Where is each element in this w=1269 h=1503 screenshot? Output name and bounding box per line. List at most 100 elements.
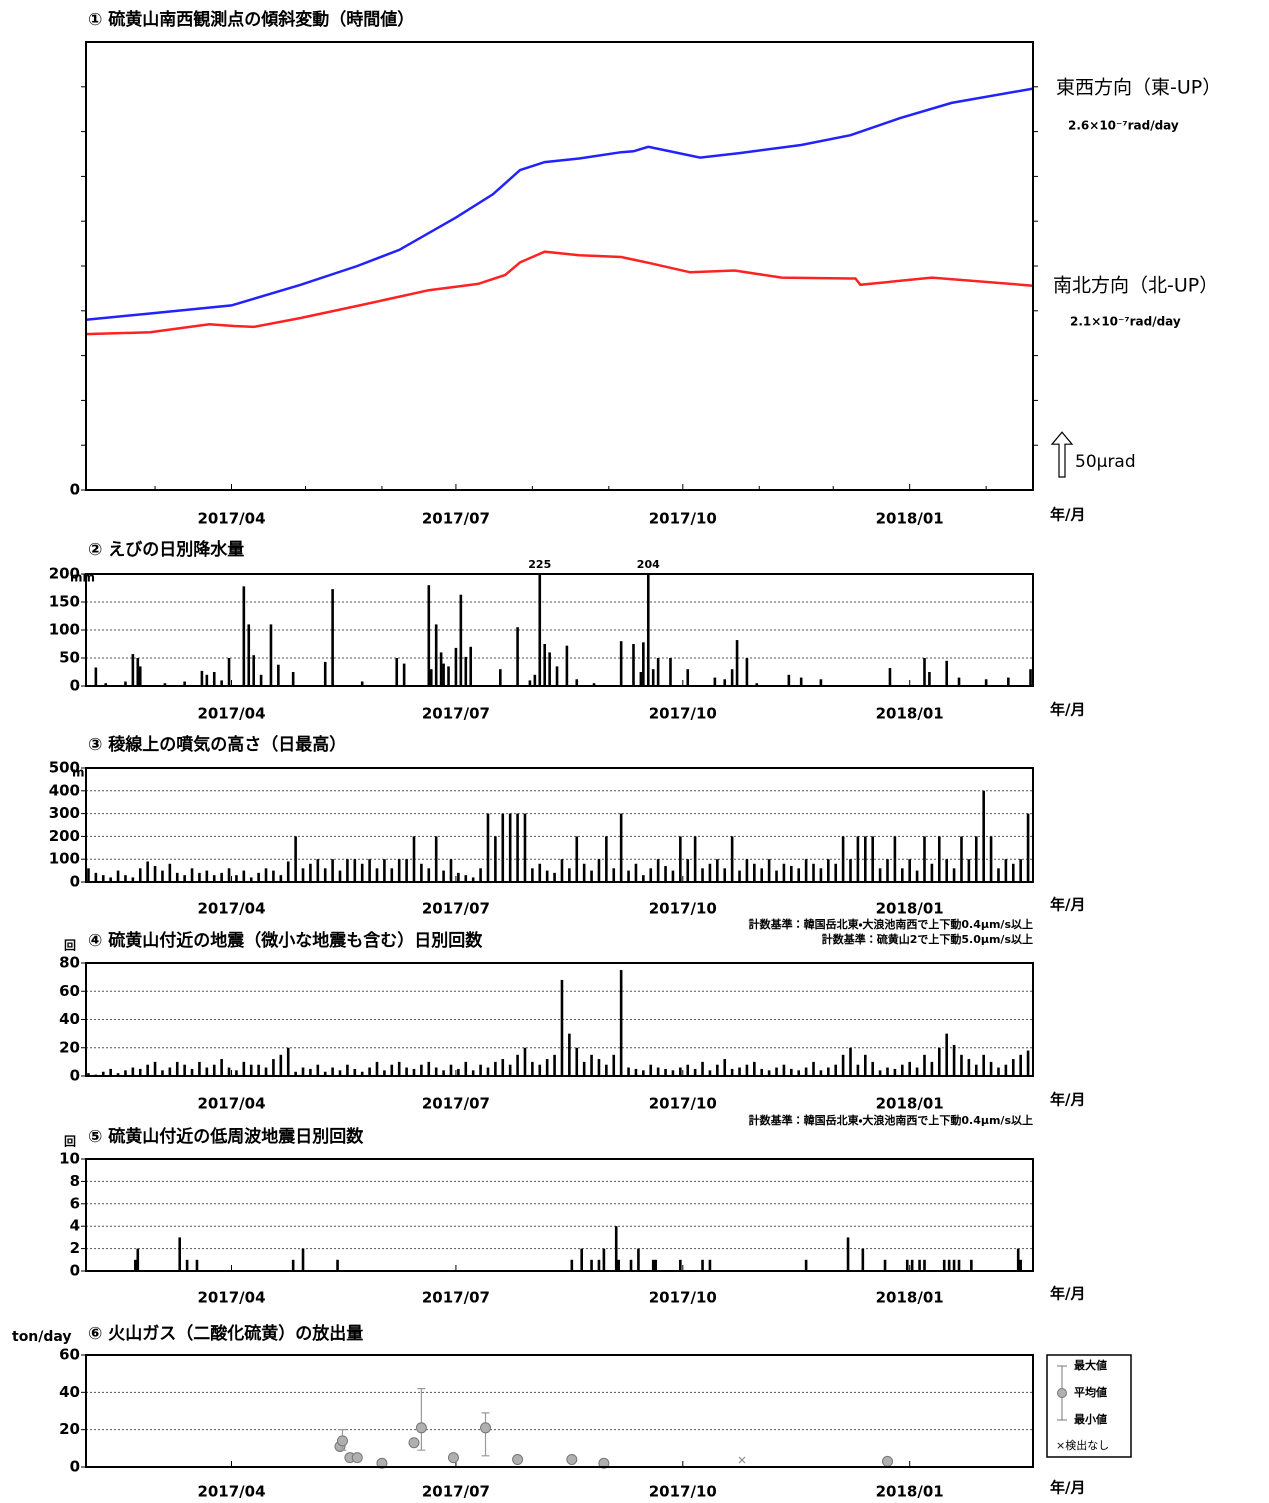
y-tick-label: 200 [49, 565, 80, 583]
bar [464, 656, 468, 686]
bar [442, 663, 445, 686]
bar [205, 1067, 209, 1076]
bar [1026, 1050, 1030, 1076]
y-tick-label: 0 [70, 873, 80, 891]
bar [575, 1047, 579, 1076]
scale-label: 50μrad [1075, 452, 1136, 472]
panel-title: ② えびの日別降水量 [88, 539, 244, 560]
legend-label: 最大値 [1074, 1358, 1107, 1372]
bar [138, 1068, 142, 1076]
bar [533, 674, 537, 686]
bar [713, 677, 717, 686]
bar [109, 1068, 112, 1076]
bar [775, 870, 778, 882]
bar [499, 669, 502, 686]
bar [494, 836, 497, 882]
bar [568, 868, 571, 882]
bar [336, 1259, 339, 1271]
bar [905, 1259, 909, 1271]
bar [257, 872, 260, 882]
bar [427, 585, 431, 686]
bar [605, 1064, 608, 1076]
bar [957, 677, 961, 686]
bar [405, 859, 408, 882]
bar [910, 1259, 914, 1271]
bar [1026, 813, 1030, 882]
bar [952, 1044, 956, 1076]
bar [575, 836, 579, 882]
bar [597, 1059, 601, 1076]
rate-label: 2.1×10⁻⁷rad/day [1070, 315, 1181, 329]
bar [434, 1067, 438, 1076]
bar [469, 646, 473, 686]
bar [908, 1061, 911, 1076]
bar [501, 1059, 505, 1076]
y-unit: ton/day [12, 1329, 72, 1345]
bar [464, 1061, 468, 1076]
bar [291, 672, 295, 686]
bar [1016, 1248, 1020, 1271]
bar [760, 1068, 764, 1076]
bar [671, 870, 675, 882]
bar [930, 863, 934, 882]
bar [548, 652, 551, 686]
bar [930, 1061, 934, 1076]
bar [819, 679, 823, 686]
x-axis-label: 年/月 [1050, 896, 1085, 914]
bar [679, 836, 682, 882]
y-tick-label: 100 [49, 621, 80, 639]
x-tick-label: 2017/07 [422, 900, 490, 918]
plot-frame [85, 573, 1034, 687]
bar [654, 1259, 657, 1271]
legend-label: 平均値 [1074, 1385, 1107, 1399]
bar [812, 863, 815, 882]
bar [247, 624, 251, 686]
bar [804, 859, 808, 882]
bar [797, 868, 801, 882]
x-tick-label: 2017/04 [197, 1095, 265, 1113]
bar [580, 1248, 583, 1271]
bar [560, 979, 564, 1076]
bar [309, 1068, 312, 1076]
bar [649, 1064, 653, 1076]
x-tick-label: 2018/01 [876, 1483, 944, 1501]
y-tick-label: 0 [70, 1458, 80, 1476]
bar [212, 1064, 216, 1076]
bar [427, 868, 431, 882]
bar [272, 870, 275, 882]
bar [646, 574, 650, 686]
y-tick-label: 2 [70, 1239, 80, 1257]
bar [605, 836, 608, 882]
bar [227, 868, 231, 882]
bar [375, 868, 379, 882]
x-tick-label: 2018/01 [876, 900, 944, 918]
bar [730, 836, 734, 882]
plot-frame [85, 1158, 1034, 1272]
bar [841, 836, 845, 882]
mean-point [336, 1435, 348, 1447]
bar [723, 1059, 727, 1076]
mean-point [512, 1454, 524, 1466]
bar [614, 1226, 618, 1271]
y-tick-label: 500 [49, 759, 80, 777]
bar [383, 1070, 386, 1076]
bar [945, 859, 948, 882]
bar [974, 1064, 978, 1076]
bar [294, 1071, 297, 1076]
bar [619, 813, 623, 882]
y-tick-label: 60 [59, 1346, 80, 1364]
bar [967, 1059, 971, 1076]
bar [87, 1073, 90, 1076]
bar [161, 870, 164, 882]
bar [827, 1067, 830, 1076]
bar [494, 1061, 497, 1076]
bar [277, 664, 280, 686]
x-axis-label: 年/月 [1050, 1479, 1085, 1497]
bar [634, 1068, 638, 1076]
bar [893, 836, 897, 882]
bar [264, 1067, 268, 1076]
bar [198, 1061, 201, 1076]
bar [486, 813, 490, 882]
bar [459, 594, 463, 686]
bar [397, 1061, 401, 1076]
